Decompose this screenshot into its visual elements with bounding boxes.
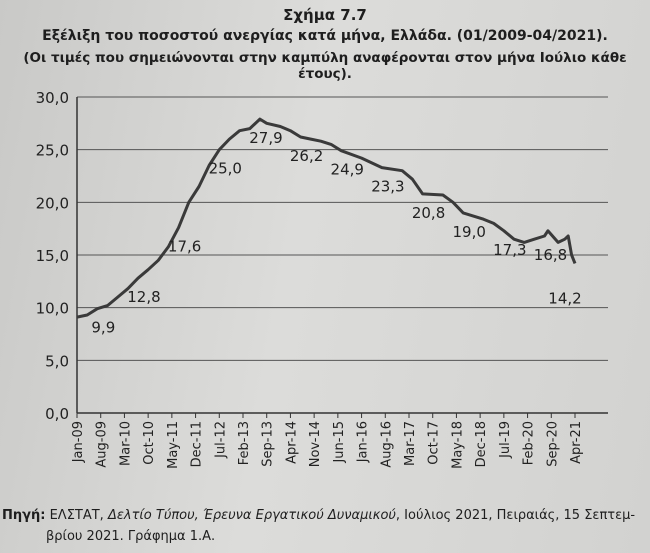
x-tick-label: Dec-18 xyxy=(474,421,489,467)
data-label: 16,8 xyxy=(534,246,567,264)
source-doc: Δελτίο Τύπου, Έρευνα Εργατικού Δυναμικού xyxy=(107,508,396,523)
unemployment-line xyxy=(76,117,577,319)
source-org: ΕΛΣΤΑΤ, xyxy=(45,508,108,523)
data-label: 24,9 xyxy=(331,161,364,179)
y-tick-label: 15,0 xyxy=(36,247,69,265)
y-tick-label: 10,0 xyxy=(36,300,69,318)
x-tick-label: Oct-10 xyxy=(142,421,157,465)
x-tick-label: Nov-14 xyxy=(308,421,323,467)
data-label: 25,0 xyxy=(209,160,242,178)
x-tick-label: Feb-13 xyxy=(237,421,252,465)
source-note: Πηγή: ΕΛΣΤΑΤ, Δελτίο Τύπου, Έρευνα Εργατ… xyxy=(2,505,642,547)
y-tick-label: 20,0 xyxy=(36,194,69,212)
x-tick-label: Feb-20 xyxy=(522,421,537,465)
data-label: 19,0 xyxy=(453,223,486,241)
source-line2: βρίου 2021. Γράφημα 1.Α. xyxy=(46,529,216,544)
x-tick-label: May-11 xyxy=(166,421,181,469)
y-tick-label: 5,0 xyxy=(45,352,69,370)
x-tick-label: Aug-16 xyxy=(379,421,394,468)
x-tick-label: Mar-10 xyxy=(118,421,133,466)
x-tick-label: Sep-20 xyxy=(545,421,560,467)
x-tick-label: May-18 xyxy=(450,421,465,469)
line-chart: 0,0 5,0 10,0 15,0 20,0 25,0 30,0 Jan-09 Aug-09 Ma… xyxy=(36,89,608,469)
y-tick-label: 25,0 xyxy=(36,142,69,160)
data-label: 23,3 xyxy=(371,178,404,196)
data-label: 27,9 xyxy=(249,129,282,147)
chart-title: Σχήμα 7.7 xyxy=(283,6,367,24)
data-label: 26,2 xyxy=(290,147,323,165)
y-tick-label: 30,0 xyxy=(36,89,69,107)
chart-note: (Οι τιμές που σημειώνονται στην καμπύλη … xyxy=(23,50,627,82)
x-tick-label: Apr-21 xyxy=(569,421,584,464)
data-label: 17,3 xyxy=(493,241,526,259)
source-label: Πηγή: xyxy=(2,508,46,523)
x-tick-label: Aug-09 xyxy=(95,421,110,468)
x-tick-label: Dec-11 xyxy=(190,421,205,467)
source-rest: , Ιούλιος 2021, Πειραιάς, 15 Σεπτεμ- xyxy=(395,508,636,523)
x-tick-label: Jan-16 xyxy=(356,421,371,463)
x-tick-label: Jan-09 xyxy=(71,421,86,463)
x-tick-label: Oct-17 xyxy=(427,421,442,465)
x-tick-label: Jun-15 xyxy=(332,421,347,464)
data-label: 9,9 xyxy=(91,319,115,337)
data-label: 12,8 xyxy=(127,288,160,306)
x-tick-label: Apr-14 xyxy=(284,421,299,464)
chart-subtitle: Εξέλιξη του ποσοστού ανεργίας κατά μήνα,… xyxy=(42,28,608,44)
y-tick-label: 0,0 xyxy=(45,405,69,423)
x-tick-label: Jul-12 xyxy=(213,421,228,459)
data-label: 17,6 xyxy=(168,238,201,256)
data-label: 14,2 xyxy=(548,289,581,307)
x-tick-label: Mar-17 xyxy=(403,421,418,466)
data-label: 20,8 xyxy=(412,204,445,222)
x-tick-label: Sep-13 xyxy=(261,421,276,467)
x-tick-label: Jul-19 xyxy=(498,421,513,459)
